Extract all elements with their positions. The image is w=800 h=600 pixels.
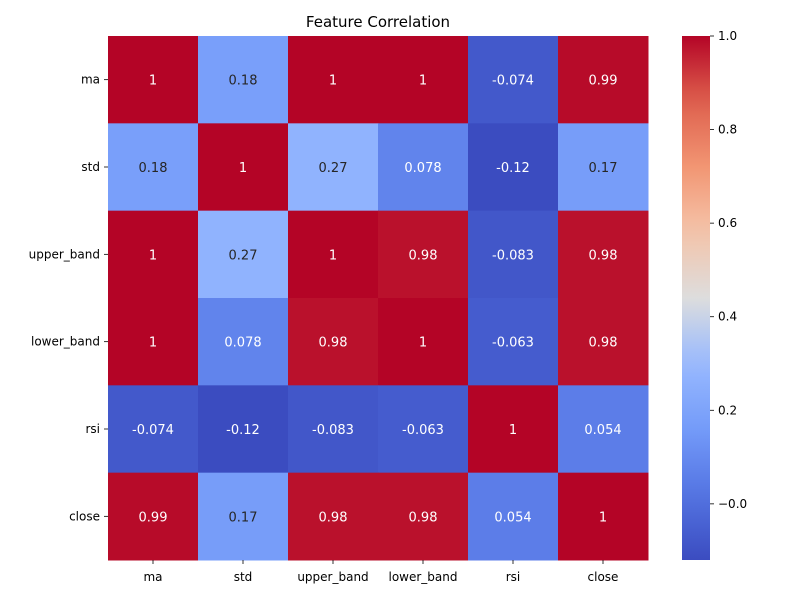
heatmap-cell <box>558 385 649 474</box>
cell-value-label: 0.27 <box>229 248 258 263</box>
heatmap-cell <box>558 210 649 299</box>
colorbar-tick-label: 0.8 <box>718 123 737 137</box>
heatmap-cell <box>288 210 379 299</box>
row-tick-label: ma <box>81 73 100 87</box>
cell-value-label: 0.98 <box>409 510 438 525</box>
cell-value-label: 0.99 <box>589 74 618 89</box>
row-tick-label: close <box>69 509 100 523</box>
heatmap-cell <box>198 210 289 299</box>
heatmap-cell <box>108 298 199 386</box>
col-tick-label: close <box>588 570 619 584</box>
heatmap-cell <box>378 472 469 561</box>
cell-value-label: 1 <box>149 336 157 351</box>
heatmap-cell <box>108 36 199 124</box>
heatmap-cell <box>378 36 469 124</box>
heatmap-cell <box>108 385 199 474</box>
colorbar-tick-label: 1.0 <box>718 29 737 43</box>
cell-value-label: -0.12 <box>496 161 530 176</box>
cell-value-label: 0.98 <box>589 336 618 351</box>
cell-value-label: -0.074 <box>132 423 174 438</box>
heatmap-cell <box>558 298 649 386</box>
cell-value-label: 0.054 <box>584 423 621 438</box>
cell-value-label: 0.98 <box>319 336 348 351</box>
row-tick-label: lower_band <box>31 335 100 349</box>
heatmap-cell <box>108 472 199 561</box>
cell-value-label: 1 <box>419 336 427 351</box>
cell-value-label: 0.18 <box>139 161 168 176</box>
heatmap-cell <box>468 123 559 212</box>
cell-value-label: -0.083 <box>312 423 354 438</box>
heatmap-cell <box>288 123 379 212</box>
row-tick-label: rsi <box>85 422 100 436</box>
cell-value-label: -0.063 <box>492 336 534 351</box>
chart-title: Feature Correlation <box>306 13 450 31</box>
cell-value-label: -0.063 <box>402 423 444 438</box>
cell-value-label: 1 <box>149 74 157 89</box>
cell-value-label: -0.12 <box>226 423 260 438</box>
colorbar-tick-label: 0.6 <box>718 216 737 230</box>
cell-value-label: 0.27 <box>319 161 348 176</box>
heatmap-cell-labels: 1 0.18 1 1 -0.074 0.99 0.18 1 0.27 0.078 -0.12 0.17… <box>132 74 622 526</box>
cell-value-label: 1 <box>599 510 607 525</box>
heatmap-cell <box>378 123 469 212</box>
cell-value-label: 0.054 <box>494 510 531 525</box>
heatmap-cell <box>108 123 199 212</box>
colorbar-tick-label: 0.4 <box>718 310 737 324</box>
cell-value-label: 0.078 <box>404 161 441 176</box>
colorbar-ticks: −0.0 0.2 0.4 0.6 0.8 1.0 <box>710 29 747 511</box>
heatmap-cell <box>288 472 379 561</box>
heatmap-cell <box>468 472 559 561</box>
col-tick-label: ma <box>143 570 162 584</box>
heatmap-cell <box>558 123 649 212</box>
heatmap-cell <box>378 210 469 299</box>
heatmap-cell <box>378 298 469 386</box>
cell-value-label: 0.078 <box>224 336 261 351</box>
colorbar-tick-label: 0.2 <box>718 403 737 417</box>
heatmap-cell <box>198 472 289 561</box>
colorbar-tick-label: −0.0 <box>718 497 747 511</box>
heatmap-cell <box>198 385 289 474</box>
heatmap-cell <box>558 36 649 124</box>
row-tick-label: std <box>81 160 100 174</box>
cell-value-label: 0.98 <box>409 248 438 263</box>
cell-value-label: 1 <box>329 248 337 263</box>
cell-value-label: 1 <box>419 74 427 89</box>
heatmap-cell <box>288 385 379 474</box>
heatmap-cell <box>198 298 289 386</box>
cell-value-label: 0.17 <box>229 510 258 525</box>
heatmap-cell <box>108 210 199 299</box>
cell-value-label: 0.98 <box>319 510 348 525</box>
cell-value-label: 0.18 <box>229 74 258 89</box>
col-tick-label: std <box>234 570 253 584</box>
cell-value-label: 0.99 <box>139 510 168 525</box>
cell-value-label: 0.98 <box>589 248 618 263</box>
heatmap-cell <box>288 298 379 386</box>
cell-value-label: 1 <box>329 74 337 89</box>
col-tick-label: upper_band <box>297 570 368 584</box>
cell-value-label: 0.17 <box>589 161 618 176</box>
heatmap-cell <box>378 385 469 474</box>
cell-value-label: 1 <box>149 248 157 263</box>
col-tick-label: rsi <box>506 570 521 584</box>
heatmap-cells <box>108 36 649 561</box>
cell-value-label: -0.083 <box>492 248 534 263</box>
row-tick-label: upper_band <box>29 247 100 261</box>
cell-value-label: 1 <box>239 161 247 176</box>
heatmap-cell <box>558 472 649 561</box>
heatmap-cell <box>198 36 289 124</box>
heatmap-cell <box>288 36 379 124</box>
colorbar: −0.0 0.2 0.4 0.6 0.8 1.0 <box>682 29 747 560</box>
col-tick-labels: ma std upper_band lower_band rsi close <box>143 560 618 584</box>
heatmap-cell <box>468 210 559 299</box>
col-tick-label: lower_band <box>389 570 458 584</box>
colorbar-gradient <box>682 36 710 560</box>
heatmap-cell <box>468 298 559 386</box>
heatmap-cell <box>198 123 289 212</box>
cell-value-label: 1 <box>509 423 517 438</box>
heatmap-cell <box>468 36 559 124</box>
heatmap-cell <box>468 385 559 474</box>
cell-value-label: -0.074 <box>492 74 534 89</box>
